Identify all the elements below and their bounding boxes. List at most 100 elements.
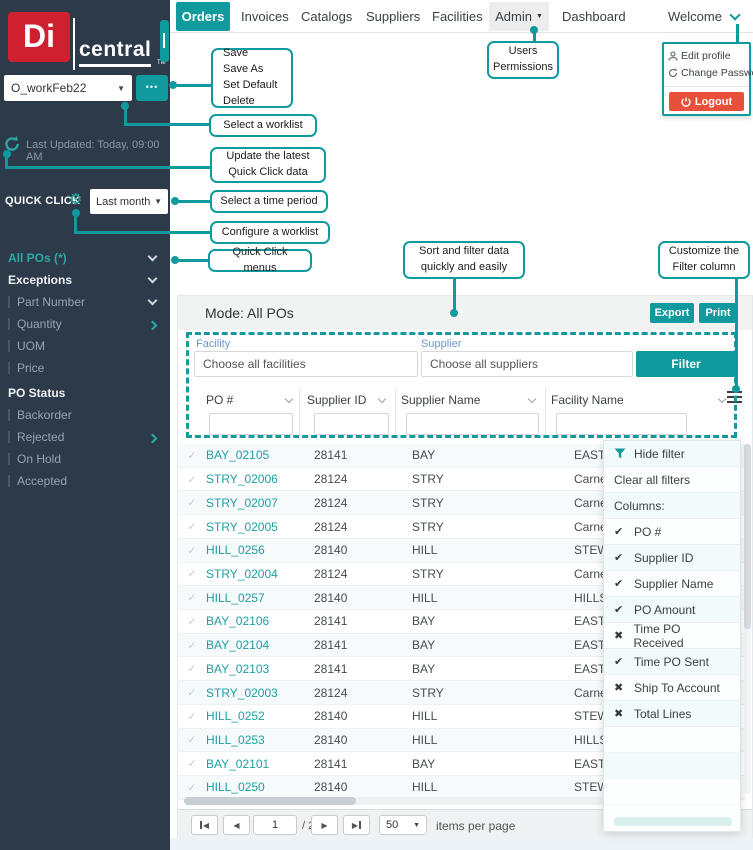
col-header-supplier-name[interactable]: Supplier Name	[401, 393, 481, 407]
menu-item-col-time-po-received[interactable]: ✖ Time PO Received	[604, 622, 740, 650]
sidebar-item-uom[interactable]: UOM	[0, 335, 170, 357]
po-link[interactable]: BAY_02106	[206, 614, 270, 629]
last-page-button[interactable]: ▶	[343, 815, 370, 835]
horizontal-scrollbar[interactable]	[184, 797, 738, 805]
tab-dashboard[interactable]: Dashboard	[562, 9, 626, 24]
time-period-select[interactable]: Last month ▼	[90, 189, 168, 214]
sidebar-item-accepted[interactable]: Accepted	[0, 470, 170, 492]
col-header-po[interactable]: PO #	[206, 393, 234, 407]
row-check-icon[interactable]: ✓	[187, 544, 197, 557]
menu-item-col-time-po-sent[interactable]: ✔ Time PO Sent	[604, 649, 740, 675]
row-check-icon[interactable]: ✓	[187, 521, 197, 534]
row-check-icon[interactable]: ✓	[187, 687, 197, 700]
row-check-icon[interactable]: ✓	[187, 449, 197, 462]
po-link[interactable]: HILL_0252	[206, 709, 265, 724]
menu-item-col-supplier-name[interactable]: ✔ Supplier Name	[604, 571, 740, 597]
vertical-scrollbar[interactable]	[744, 444, 751, 794]
supplier-input[interactable]: Choose all suppliers	[421, 351, 633, 377]
tab-invoices[interactable]: Invoices	[241, 9, 289, 24]
po-link[interactable]: BAY_02101	[206, 756, 270, 771]
menu-item-clear-filters[interactable]: Clear all filters	[604, 467, 740, 493]
refresh-icon[interactable]	[4, 136, 20, 152]
menu-item-hide-filter[interactable]: Hide filter	[604, 441, 740, 467]
sort-chevron-icon[interactable]	[717, 394, 727, 404]
tab-facilities[interactable]: Facilities	[432, 9, 483, 24]
po-filter-input[interactable]	[209, 413, 293, 435]
row-check-icon[interactable]: ✓	[187, 734, 197, 747]
po-link[interactable]: HILL_0253	[206, 732, 265, 747]
row-check-icon[interactable]: ✓	[187, 592, 197, 605]
facility-input[interactable]: Choose all facilities	[194, 351, 418, 377]
chevron-down-icon[interactable]	[729, 9, 741, 21]
col-header-facility-name[interactable]: Facility Name	[551, 393, 624, 407]
sidebar-item-exceptions[interactable]: Exceptions	[0, 269, 170, 291]
tab-orders[interactable]: Orders	[176, 2, 230, 31]
table-row[interactable]: ✓ STRY_02004 28124 STRY Carne	[178, 563, 745, 587]
first-page-button[interactable]: ◀	[191, 815, 218, 835]
worklist-select[interactable]: O_workFeb22 ▼	[4, 75, 132, 101]
sidebar-item-all-pos[interactable]: All POs (*)	[0, 247, 170, 269]
row-check-icon[interactable]: ✓	[187, 497, 197, 510]
welcome-label[interactable]: Welcome	[668, 9, 722, 24]
po-link[interactable]: STRY_02005	[206, 519, 278, 534]
refresh-icon	[668, 68, 678, 78]
menu-item-col-supplier-id[interactable]: ✔ Supplier ID	[604, 545, 740, 571]
po-link[interactable]: HILL_0250	[206, 780, 265, 795]
sort-chevron-icon[interactable]	[527, 394, 537, 404]
po-link[interactable]: STRY_02004	[206, 566, 278, 581]
export-button[interactable]: Export	[650, 303, 694, 323]
sidebar-item-on-hold[interactable]: On Hold	[0, 448, 170, 470]
menu-item-col-ship-to-account[interactable]: ✖ Ship To Account	[604, 675, 740, 701]
facility-name-filter-input[interactable]	[556, 413, 687, 435]
row-check-icon[interactable]: ✓	[187, 758, 197, 771]
print-button[interactable]: Print	[699, 303, 737, 323]
row-check-icon[interactable]: ✓	[187, 710, 197, 723]
po-link[interactable]: BAY_02104	[206, 638, 270, 653]
po-link[interactable]: BAY_02103	[206, 661, 270, 676]
prev-page-button[interactable]: ◀	[223, 815, 250, 835]
po-link[interactable]: BAY_02105	[206, 448, 270, 463]
menu-item-col-total-lines[interactable]: ✖ Total Lines	[604, 701, 740, 727]
table-row[interactable]: ✓ STRY_02005 28124 STRY Carne	[178, 515, 745, 539]
filter-button[interactable]: Filter	[636, 351, 736, 377]
po-link[interactable]: STRY_02006	[206, 472, 278, 487]
sidebar-item-rejected[interactable]: Rejected	[0, 426, 170, 448]
worklist-more-button[interactable]: •••	[136, 75, 168, 101]
page-size-select[interactable]: 50 ▼	[379, 815, 427, 835]
po-link[interactable]: STRY_02003	[206, 685, 278, 700]
supplier-id-filter-input[interactable]	[314, 413, 389, 435]
logout-button[interactable]: Logout	[669, 92, 744, 111]
menu-scrollbar[interactable]	[614, 817, 732, 826]
row-check-icon[interactable]: ✓	[187, 639, 197, 652]
tab-suppliers[interactable]: Suppliers	[366, 9, 421, 24]
edit-profile-item[interactable]: Edit profile	[668, 50, 731, 62]
sidebar-item-quantity[interactable]: Quantity	[0, 313, 170, 335]
tab-catalogs[interactable]: Catalogs	[301, 9, 353, 24]
po-link[interactable]: STRY_02007	[206, 495, 278, 510]
next-page-button[interactable]: ▶	[311, 815, 338, 835]
row-check-icon[interactable]: ✓	[187, 568, 197, 581]
col-header-supplier-id[interactable]: Supplier ID	[307, 393, 367, 407]
sidebar-collapse-handle[interactable]	[160, 20, 169, 62]
table-row[interactable]: ✓ HILL_0252 28140 HILL STEW	[178, 705, 745, 729]
row-check-icon[interactable]: ✓	[187, 473, 197, 486]
sidebar-item-po-status[interactable]: PO Status	[8, 386, 66, 400]
sort-chevron-icon[interactable]	[377, 394, 387, 404]
sidebar-item-part-number[interactable]: Part Number	[0, 291, 170, 313]
po-link[interactable]: HILL_0257	[206, 590, 265, 605]
row-check-icon[interactable]: ✓	[187, 781, 197, 794]
table-row[interactable]: ✓ STRY_02006 28124 STRY Carne	[178, 468, 745, 492]
sidebar-item-price[interactable]: Price	[0, 357, 170, 379]
po-link[interactable]: HILL_0256	[206, 543, 265, 558]
sort-chevron-icon[interactable]	[284, 394, 294, 404]
gear-icon[interactable]: ⚙	[69, 191, 83, 208]
sidebar-item-backorder[interactable]: Backorder	[0, 404, 170, 426]
page-number-input[interactable]	[253, 815, 297, 835]
row-check-icon[interactable]: ✓	[187, 615, 197, 628]
menu-item-col-po[interactable]: ✔ PO #	[604, 519, 740, 545]
change-password-item[interactable]: Change Password	[668, 67, 753, 79]
tab-admin[interactable]: Admin ▼	[489, 2, 549, 31]
menu-item-col-po-amount[interactable]: ✔ PO Amount	[604, 597, 740, 623]
row-check-icon[interactable]: ✓	[187, 663, 197, 676]
supplier-name-filter-input[interactable]	[406, 413, 539, 435]
